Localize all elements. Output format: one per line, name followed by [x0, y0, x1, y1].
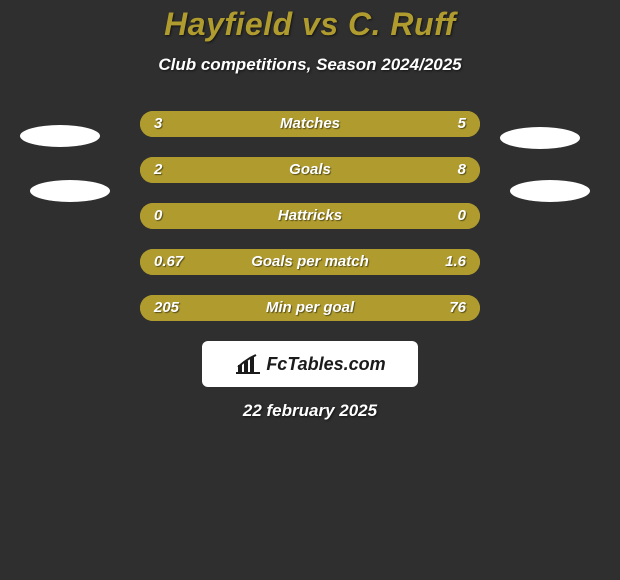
stat-label: Matches	[140, 111, 480, 137]
stat-value-right: 8	[458, 157, 466, 183]
stat-label: Hattricks	[140, 203, 480, 229]
date-text: 22 february 2025	[0, 401, 620, 421]
stat-value-right: 5	[458, 111, 466, 137]
stat-label: Goals	[140, 157, 480, 183]
page-title: Hayfield vs C. Ruff	[0, 6, 620, 43]
stat-row: Min per goal205 76	[140, 295, 480, 321]
vs-separator: vs	[293, 6, 348, 42]
stat-rows: Matches3 5 Goals2 8 Hattricks0 0 Goals per mat…	[140, 111, 480, 321]
logo-text: FcTables.com	[266, 354, 385, 375]
logo-box: FcTables.com	[202, 341, 418, 387]
avatar-right-top	[500, 127, 580, 149]
stat-value-left: 3	[154, 111, 162, 137]
stat-value-right: 76	[449, 295, 466, 321]
avatar-left-bottom	[30, 180, 110, 202]
stat-label: Goals per match	[140, 249, 480, 275]
avatar-left-top	[20, 125, 100, 147]
stat-value-left: 0	[154, 203, 162, 229]
avatar-right-bottom	[510, 180, 590, 202]
player-left-name: Hayfield	[164, 6, 292, 42]
stat-value-left: 205	[154, 295, 179, 321]
stat-row: Hattricks0 0	[140, 203, 480, 229]
stat-value-left: 0.67	[154, 249, 183, 275]
stat-value-right: 0	[458, 203, 466, 229]
chart-icon	[234, 353, 262, 375]
stat-value-left: 2	[154, 157, 162, 183]
comparison-card: Hayfield vs C. Ruff Club competitions, S…	[0, 0, 620, 580]
stat-row: Matches3 5	[140, 111, 480, 137]
stat-label: Min per goal	[140, 295, 480, 321]
stat-row: Goals2 8	[140, 157, 480, 183]
subtitle: Club competitions, Season 2024/2025	[0, 55, 620, 75]
stat-row: Goals per match0.67 1.6	[140, 249, 480, 275]
player-right-name: C. Ruff	[348, 6, 456, 42]
stat-value-right: 1.6	[445, 249, 466, 275]
